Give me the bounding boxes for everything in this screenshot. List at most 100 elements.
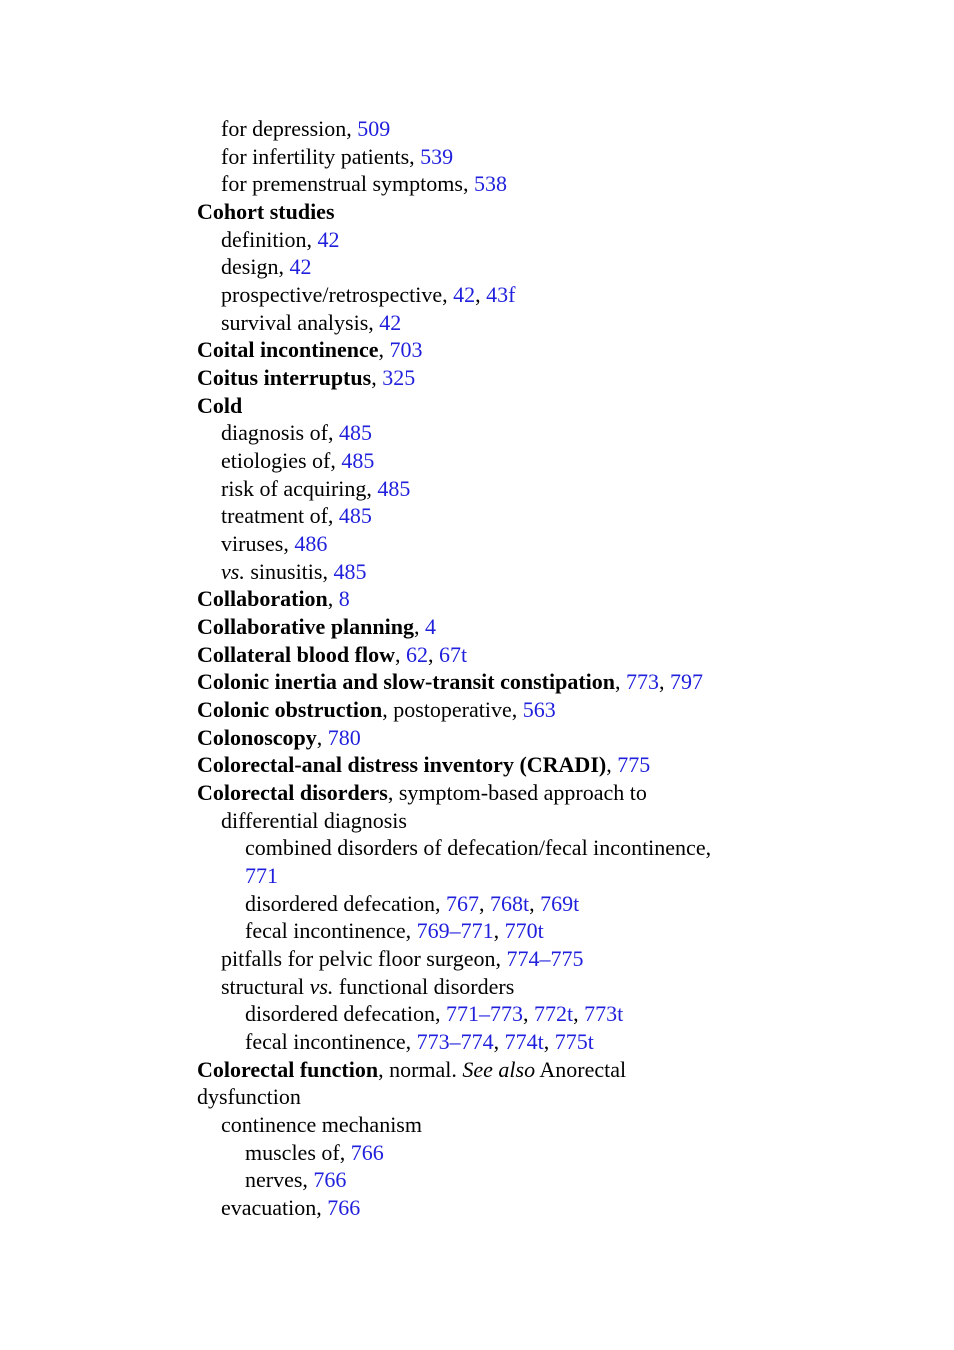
index-text: disordered defecation, (245, 890, 446, 916)
page-link[interactable]: 775 (617, 752, 651, 778)
page-link[interactable]: 485 (338, 503, 372, 529)
index-text: viruses, (221, 531, 295, 557)
page-link[interactable]: 42 (379, 309, 402, 335)
index-text: dysfunction (197, 1084, 301, 1110)
page-link[interactable]: 771 (245, 863, 278, 889)
index-line: disordered defecation, 767, 768t, 769t (245, 890, 579, 918)
index-term: Cohort studies (197, 199, 335, 224)
page-link[interactable]: 539 (420, 143, 454, 169)
index-text: , (543, 1029, 555, 1055)
index-text: treatment of, (221, 503, 339, 529)
page-link[interactable]: 767 (445, 890, 479, 916)
index-line: continence mechanism (221, 1111, 422, 1139)
index-term: Collaborative planning (197, 614, 414, 640)
index-text: , (395, 641, 406, 667)
page-link[interactable]: 8 (338, 586, 350, 612)
page-link[interactable]: 485 (377, 475, 411, 501)
page-link[interactable]: 563 (522, 697, 556, 723)
index-text: vs. (221, 558, 245, 584)
index-text: design, (221, 254, 290, 280)
index-text: , (522, 1001, 534, 1027)
index-text: etiologies of, (221, 448, 342, 474)
index-text: , (659, 669, 671, 695)
page-link[interactable]: 773–774 (416, 1029, 494, 1055)
index-term: Cold (197, 392, 243, 418)
page-link[interactable]: 703 (389, 337, 423, 363)
index-line: Colonic inertia and slow-transit constip… (197, 668, 703, 696)
page-link[interactable]: 42 (289, 254, 312, 280)
index-term: Colonoscopy (197, 724, 317, 750)
page-link[interactable]: 774–775 (506, 946, 584, 972)
page-link[interactable]: 485 (338, 420, 372, 446)
index-line: Collaboration, 8 (197, 585, 350, 613)
index-line: Cold (197, 392, 242, 420)
page-link[interactable]: 485 (333, 558, 367, 584)
page-link[interactable]: 766 (350, 1139, 384, 1165)
index-text: Anorectal (535, 1056, 627, 1082)
index-text: sinusitis, (244, 558, 334, 584)
page-link[interactable]: 538 (473, 171, 507, 197)
index-term: Colonic inertia and slow-transit constip… (197, 669, 616, 695)
page-link[interactable]: 774t (504, 1029, 544, 1055)
page-link[interactable]: 325 (382, 365, 416, 391)
index-text: combined disorders of defecation/fecal i… (245, 835, 712, 861)
index-term: Coital incontinence (197, 337, 379, 363)
page-link[interactable]: 486 (294, 531, 328, 557)
page-link[interactable]: 42 (317, 226, 340, 252)
index-text: , (606, 752, 618, 778)
index-text: , (475, 282, 487, 308)
page-link[interactable]: 766 (327, 1195, 361, 1221)
page-link[interactable]: 4 (424, 614, 436, 640)
index-line: fecal incontinence, 769–771, 770t (245, 917, 544, 945)
page-link[interactable]: 773t (584, 1001, 624, 1027)
index-line: Cohort studies (197, 198, 335, 226)
index-line: dysfunction (197, 1083, 301, 1111)
page-link[interactable]: 766 (313, 1167, 347, 1193)
index-text: , (428, 641, 439, 667)
index-text: differential diagnosis (221, 807, 407, 833)
index-line: 771 (245, 862, 278, 890)
page-link[interactable]: 42 (453, 282, 476, 308)
index-text: prospective/retrospective, (221, 282, 454, 308)
page-link[interactable]: 780 (327, 724, 361, 750)
page-link[interactable]: 67t (439, 641, 468, 667)
index-text: , postoperative, (382, 697, 523, 723)
index-line: Coitus interruptus, 325 (197, 364, 415, 392)
index-line: fecal incontinence, 773–774, 774t, 775t (245, 1028, 594, 1056)
page-link[interactable]: 485 (341, 448, 375, 474)
page-link[interactable]: 509 (357, 116, 391, 141)
index-text: See also (462, 1056, 536, 1082)
page-link[interactable]: 771–773 (445, 1001, 523, 1027)
page-link[interactable]: 62 (406, 641, 428, 667)
index-line: vs. sinusitis, 485 (221, 558, 366, 586)
page-link[interactable]: 43f (486, 282, 516, 308)
index-text: , (529, 890, 541, 916)
page-link[interactable]: 770t (504, 918, 544, 944)
index-text: risk of acquiring, (221, 475, 378, 501)
index-text: definition, (221, 226, 318, 252)
index-line: pitfalls for pelvic floor surgeon, 774–7… (221, 945, 584, 973)
index-text: functional disorders (333, 973, 515, 999)
index-text: fecal incontinence, (245, 1029, 417, 1055)
index-text: , (378, 337, 390, 363)
index-line: muscles of, 766 (245, 1139, 384, 1167)
page-link[interactable]: 769t (540, 890, 580, 916)
page-link[interactable]: 772t (533, 1001, 574, 1027)
page-link[interactable]: 797 (670, 669, 704, 695)
page-link[interactable]: 773 (626, 669, 660, 695)
page-link[interactable]: 769–771 (416, 918, 494, 944)
index-text: , normal. (378, 1056, 463, 1082)
index-text: , (371, 365, 383, 391)
index-text: , (493, 1029, 505, 1055)
index-text: nerves, (245, 1167, 314, 1193)
index-line: for premenstrual symptoms, 538 (221, 170, 507, 198)
index-line: Colorectal-anal distress inventory (CRAD… (197, 751, 650, 779)
index-text: for premenstrual symptoms, (221, 171, 474, 197)
page-link[interactable]: 768t (489, 890, 530, 916)
index-line: Colonic obstruction, postoperative, 563 (197, 696, 556, 724)
index-line: disordered defecation, 771–773, 772t, 77… (245, 1000, 623, 1028)
page-link[interactable]: 775t (554, 1029, 594, 1055)
index-line: Colorectal disorders, symptom-based appr… (197, 779, 647, 807)
index-text: , (615, 669, 627, 695)
